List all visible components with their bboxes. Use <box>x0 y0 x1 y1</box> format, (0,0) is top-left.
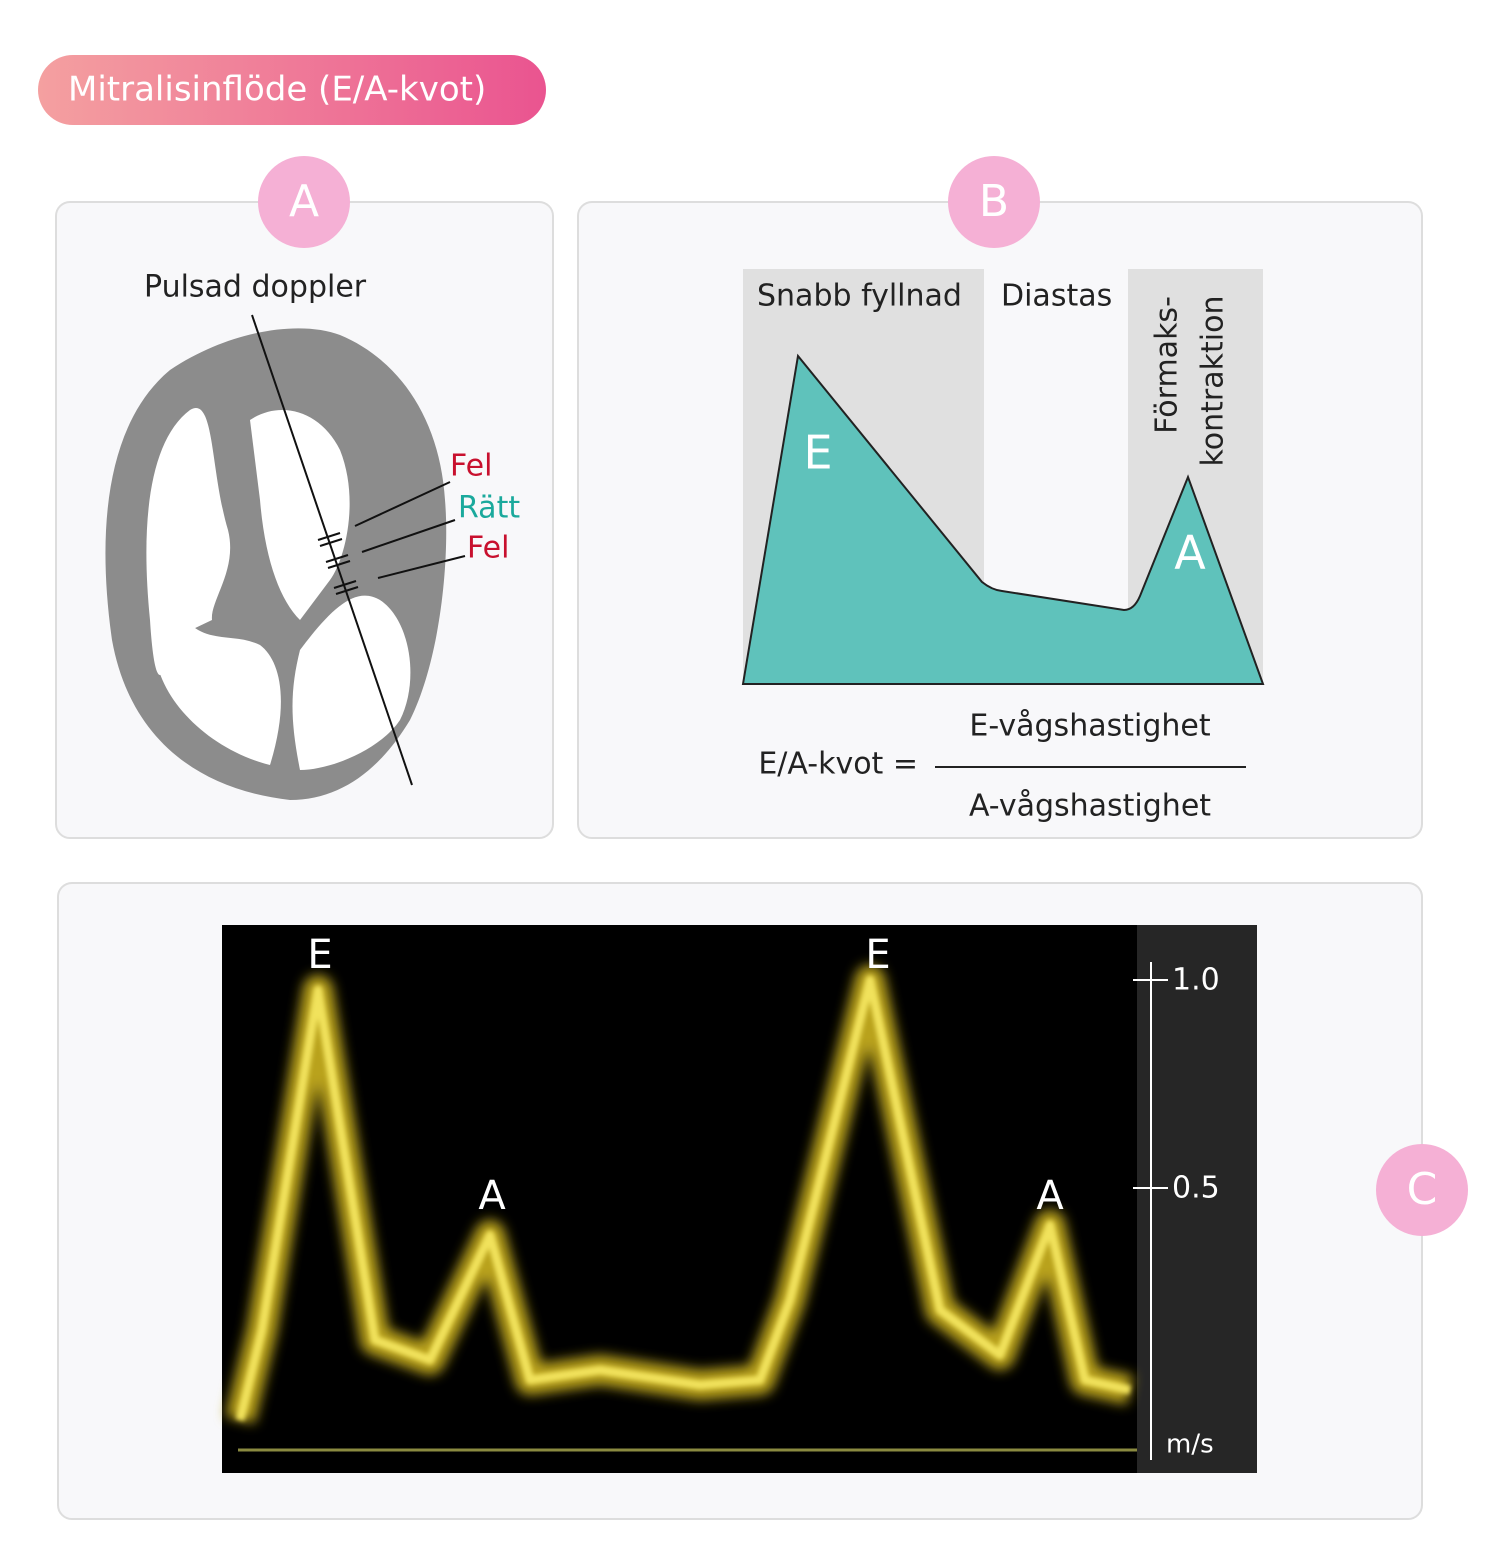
wave-label: E <box>803 426 832 480</box>
phase-label: Snabb fyllnad <box>757 279 962 314</box>
scale-strip <box>1137 925 1257 1473</box>
scale-unit: m/s <box>1166 1430 1214 1460</box>
doppler-trace <box>225 965 1137 1452</box>
badge <box>948 156 1040 248</box>
badge-label: C <box>1407 1164 1438 1215</box>
wave-label: A <box>1036 1173 1064 1219</box>
position-label: Rätt <box>458 491 520 526</box>
position-label: Fel <box>467 531 509 566</box>
flow-curve <box>741 353 1265 685</box>
badge-label: A <box>289 176 319 227</box>
scale-tick-label: 0.5 <box>1172 1171 1220 1206</box>
wave-label: E <box>307 932 332 978</box>
title-pill <box>38 55 546 125</box>
formula-numerator: E-vågshastighet <box>969 709 1210 744</box>
title: Mitralisinflöde (E/A-kvot) <box>68 70 486 110</box>
position-label: Fel <box>450 449 492 484</box>
formula-denominator: A-vågshastighet <box>969 789 1211 824</box>
wave-label: A <box>478 1173 506 1219</box>
scale-tick-label: 1.0 <box>1172 963 1220 998</box>
badge <box>258 156 350 248</box>
wave-label: A <box>1174 526 1206 580</box>
badge-label: B <box>979 176 1009 227</box>
badge <box>1376 1144 1468 1236</box>
scale-axis <box>1133 962 1168 1460</box>
wave-label: E <box>865 932 890 978</box>
phase-label: Diastas <box>1001 279 1112 314</box>
phase-label: Förmaks- <box>1150 296 1185 434</box>
formula-lhs: E/A-kvot = <box>758 747 918 782</box>
heart <box>105 314 466 800</box>
probe-label: Pulsad doppler <box>144 270 367 305</box>
phase-label: kontraktion <box>1196 296 1231 467</box>
